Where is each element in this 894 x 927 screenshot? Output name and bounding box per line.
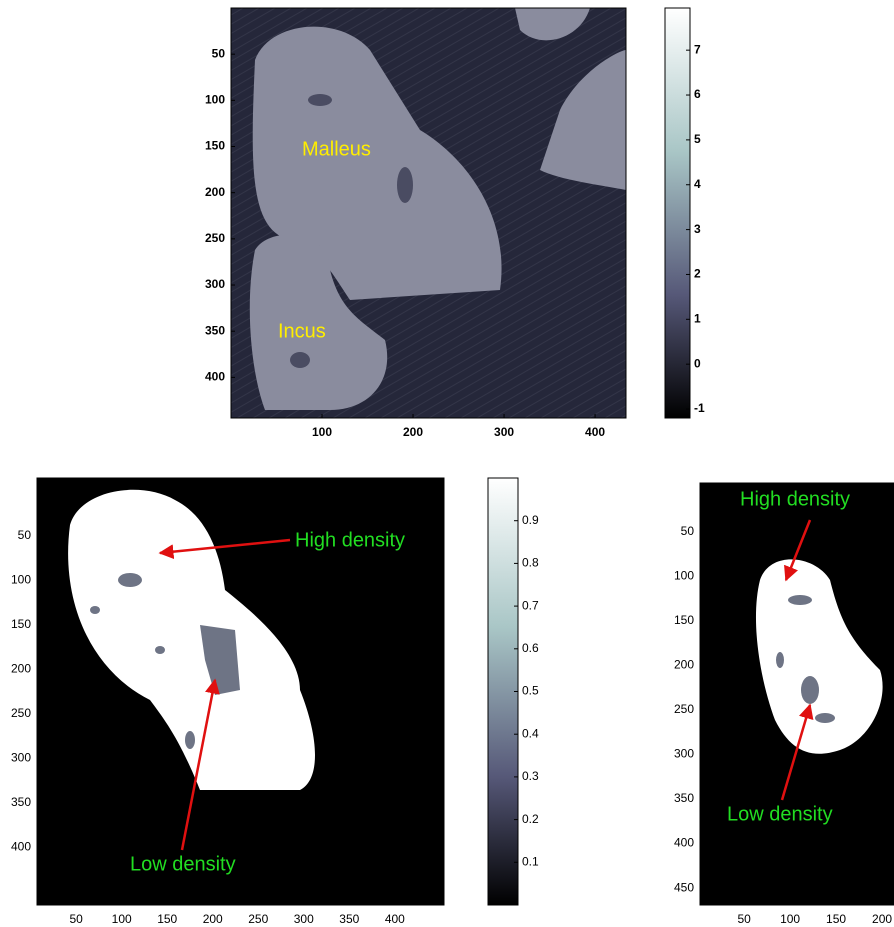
colorbar-tick-label: 0.9	[522, 513, 539, 527]
x-tick-label: 400	[585, 425, 605, 439]
colorbar-tick-label: 4	[694, 177, 701, 191]
x-tick-label: 200	[872, 912, 892, 926]
y-tick-label: 50	[18, 528, 32, 542]
annotation: Malleus	[302, 138, 371, 160]
y-tick-label: 350	[205, 323, 225, 337]
x-tick-label: 300	[494, 425, 514, 439]
y-tick-label: 300	[205, 277, 225, 291]
colorbar	[665, 8, 690, 418]
mask-image: High density Low density	[700, 483, 894, 905]
x-tick-label: 100	[112, 912, 132, 926]
colorbar-tick-label: 0.4	[522, 726, 539, 740]
colorbar-tick-label: 5	[694, 132, 701, 146]
colorbar-tick-label: 0.5	[522, 684, 539, 698]
annotation: Incus	[278, 320, 326, 342]
x-tick-label: 100	[780, 912, 800, 926]
x-tick-label: 50	[69, 912, 83, 926]
y-tick-label: 100	[205, 93, 225, 107]
y-tick-label: 400	[674, 836, 694, 850]
y-tick-label: 250	[674, 702, 694, 716]
y-tick-label: 50	[212, 46, 226, 60]
y-tick-label: 200	[674, 658, 694, 672]
y-tick-label: 150	[674, 613, 694, 627]
y-tick-label: 250	[11, 706, 31, 720]
mask-image: High density Low density	[37, 478, 444, 905]
y-tick-label: 150	[11, 617, 31, 631]
x-tick-label: 250	[248, 912, 268, 926]
ct-image: Malleus Incus	[231, 8, 626, 418]
colorbar-tick-label: 0.3	[522, 769, 539, 783]
y-tick-label: 300	[11, 750, 31, 764]
x-tick-label: 350	[339, 912, 359, 926]
colorbar-tick-label: 0	[694, 356, 701, 370]
annotation: Low density	[130, 853, 236, 875]
x-tick-label: 300	[294, 912, 314, 926]
y-tick-label: 150	[205, 139, 225, 153]
x-tick-label: 200	[203, 912, 223, 926]
y-tick-label: 450	[674, 880, 694, 894]
annotation: High density	[295, 529, 405, 551]
colorbar-tick-label: 0.1	[522, 854, 539, 868]
y-tick-label: 400	[11, 839, 31, 853]
y-tick-label: 200	[205, 185, 225, 199]
x-tick-label: 50	[737, 912, 751, 926]
y-tick-label: 50	[681, 524, 695, 538]
figure: Malleus Incus High density Low density H…	[0, 0, 894, 927]
annotation: High density	[740, 488, 850, 510]
y-tick-label: 250	[205, 231, 225, 245]
annotation: Low density	[727, 803, 833, 825]
y-tick-label: 350	[11, 795, 31, 809]
colorbar-tick-label: 3	[694, 222, 701, 236]
x-tick-label: 100	[312, 425, 332, 439]
colorbar	[488, 478, 518, 905]
y-tick-label: 300	[674, 747, 694, 761]
y-tick-label: 100	[674, 569, 694, 583]
colorbar-tick-label: 0.6	[522, 641, 539, 655]
colorbar-tick-label: 0.8	[522, 556, 539, 570]
colorbar-tick-label: 1	[694, 311, 701, 325]
colorbar-tick-label: 7	[694, 42, 701, 56]
colorbar-tick-label: 0.2	[522, 812, 539, 826]
colorbar-tick-label: -1	[694, 401, 705, 415]
x-tick-label: 200	[403, 425, 423, 439]
x-tick-label: 150	[157, 912, 177, 926]
y-tick-label: 100	[11, 572, 31, 586]
colorbar-tick-label: 6	[694, 87, 701, 101]
x-tick-label: 150	[826, 912, 846, 926]
y-tick-label: 350	[674, 791, 694, 805]
colorbar-tick-label: 2	[694, 267, 701, 281]
y-tick-label: 200	[11, 661, 31, 675]
y-tick-label: 400	[205, 370, 225, 384]
x-tick-label: 400	[385, 912, 405, 926]
colorbar-tick-label: 0.7	[522, 598, 539, 612]
